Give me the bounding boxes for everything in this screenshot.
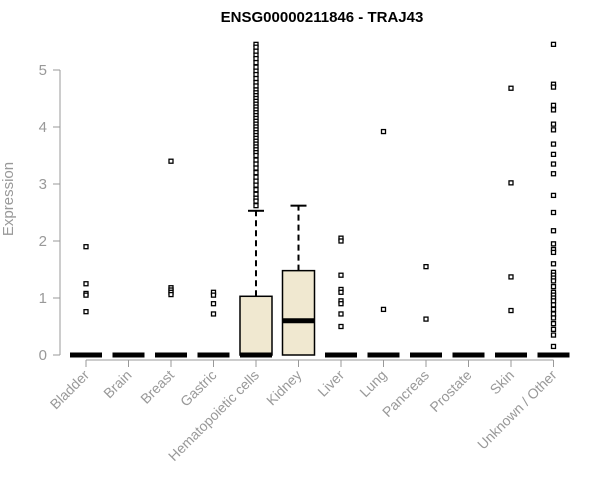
outlier-point xyxy=(550,326,557,333)
outlier-point xyxy=(550,127,557,133)
outlier-point xyxy=(253,198,259,204)
box-lung xyxy=(367,128,400,358)
y-tick-label: 2 xyxy=(39,233,47,250)
box-kidney xyxy=(281,204,316,356)
outlier-point xyxy=(210,311,217,317)
outlier-point xyxy=(550,121,557,127)
outlier-point xyxy=(550,151,557,158)
outlier-point xyxy=(253,169,259,176)
outlier-point xyxy=(423,316,429,322)
outlier-point xyxy=(550,306,557,313)
outlier-point xyxy=(550,161,557,167)
outlier-point xyxy=(550,261,557,267)
outlier-point xyxy=(83,244,89,250)
outlier-point xyxy=(550,209,557,216)
outlier-point xyxy=(550,102,557,108)
box-breast xyxy=(155,158,187,358)
x-tick-label: Skin xyxy=(487,367,518,398)
outlier-point xyxy=(508,85,514,91)
outlier-point xyxy=(83,292,89,298)
outlier-point xyxy=(338,311,344,317)
box-gastric xyxy=(197,289,230,358)
outlier-point xyxy=(550,84,557,90)
y-tick-label: 4 xyxy=(39,119,47,136)
outlier-point xyxy=(380,128,387,135)
outlier-point xyxy=(550,228,557,234)
box-unknown-other xyxy=(537,41,570,358)
outlier-point xyxy=(550,241,557,247)
x-tick-label: Pancreas xyxy=(379,367,432,420)
outlier-point xyxy=(423,263,429,270)
x-tick-label: Lung xyxy=(356,367,389,400)
chart-title: ENSG00000211846 - TRAJ43 xyxy=(221,9,424,26)
outlier-point xyxy=(550,283,557,290)
y-tick-label: 1 xyxy=(39,290,47,307)
box-hematopoietic-cells xyxy=(239,41,273,358)
outlier-point xyxy=(338,289,344,295)
outlier-point xyxy=(508,307,514,314)
box-pancreas xyxy=(410,263,442,358)
outlier-point xyxy=(550,302,557,308)
outlier-point xyxy=(168,158,174,164)
y-tick-label: 5 xyxy=(39,62,47,79)
x-tick-label: Bladder xyxy=(47,367,93,413)
outlier-point xyxy=(83,281,89,287)
outlier-point xyxy=(83,309,89,315)
outlier-point xyxy=(253,203,259,209)
outlier-point xyxy=(253,152,259,159)
outlier-point xyxy=(338,272,344,278)
outlier-point xyxy=(508,180,514,186)
outlier-point xyxy=(550,171,557,177)
outlier-point xyxy=(210,301,217,307)
x-tick-label: Brain xyxy=(100,367,134,401)
y-tick-label: 0 xyxy=(39,347,47,364)
box-bladder xyxy=(70,244,102,358)
outlier-point xyxy=(210,292,217,298)
x-tick-label: Kidney xyxy=(263,367,305,409)
outlier-point xyxy=(253,182,259,188)
outlier-point xyxy=(253,59,259,66)
y-tick-label: 3 xyxy=(39,176,47,193)
outlier-point xyxy=(168,291,174,298)
outlier-point xyxy=(550,320,557,327)
outlier-point xyxy=(338,238,344,244)
outlier-point xyxy=(550,332,557,338)
box-skin xyxy=(495,85,527,358)
outlier-point xyxy=(550,141,557,147)
iqr-box xyxy=(281,269,316,356)
iqr-box xyxy=(239,295,273,356)
outlier-point xyxy=(253,187,259,193)
x-tick-label: Prostate xyxy=(426,367,474,415)
outlier-point xyxy=(338,301,344,307)
outlier-point xyxy=(550,107,557,113)
outlier-point xyxy=(550,41,557,47)
outlier-point xyxy=(550,343,557,350)
box-series xyxy=(70,41,570,358)
outlier-point xyxy=(550,192,557,199)
outlier-point xyxy=(508,274,514,280)
outlier-point xyxy=(550,249,557,256)
x-tick-label: Liver xyxy=(314,367,347,400)
outlier-point xyxy=(550,278,557,284)
outlier-point xyxy=(338,323,344,330)
y-axis-ticks: 0 1 2 3 4 5 xyxy=(39,62,60,364)
x-tick-label: Unknown / Other xyxy=(474,367,560,453)
outlier-point xyxy=(550,315,557,321)
y-axis-label: Expression xyxy=(0,162,17,236)
x-tick-label: Breast xyxy=(137,367,177,407)
outlier-point xyxy=(380,306,387,313)
box-liver xyxy=(325,235,357,358)
outlier-point xyxy=(253,165,259,171)
